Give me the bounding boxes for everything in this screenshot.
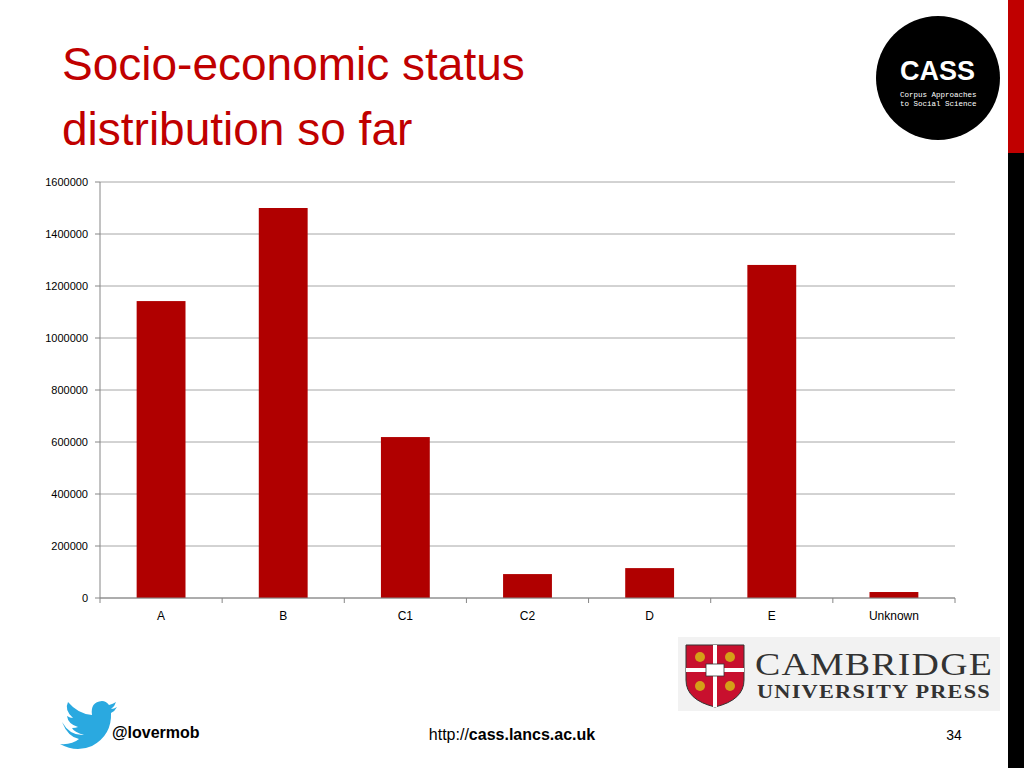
- x-tick-label: C2: [520, 609, 536, 623]
- x-tick-label: A: [157, 609, 165, 623]
- grid-line: [100, 182, 955, 183]
- slide: Socio-economic status distribution so fa…: [0, 0, 1024, 768]
- cass-logo-text: to Social Science: [900, 100, 977, 108]
- publisher-logo-bg: [678, 637, 1000, 711]
- y-tick: [95, 598, 100, 599]
- x-tick-label: D: [645, 609, 654, 623]
- x-tick: [222, 598, 223, 603]
- x-tick: [344, 598, 345, 603]
- edge-bar: [1008, 0, 1024, 153]
- footer: @lovermob http://cass.lancs.ac.uk 34: [60, 701, 962, 749]
- bar: [747, 265, 796, 598]
- y-tick-label: 1600000: [45, 176, 88, 188]
- page-number: 34: [946, 727, 962, 743]
- x-tick: [100, 598, 101, 603]
- chart: 0 200000 400000 600000 800000 1000000 1200000 1…: [45, 176, 955, 623]
- edge-bar: [1008, 153, 1024, 768]
- x-tick: [832, 598, 833, 603]
- bar: [625, 568, 674, 598]
- twitter-handle: @lovermob: [112, 724, 200, 741]
- y-tick: [95, 286, 100, 287]
- grid-line: [100, 598, 955, 599]
- y-tick-label: 800000: [51, 384, 88, 396]
- y-tick-label: 400000: [51, 488, 88, 500]
- grid-line: [100, 286, 955, 287]
- bars: [137, 208, 919, 598]
- bar: [381, 437, 430, 598]
- grid-line: [100, 546, 955, 547]
- grid-line: [100, 234, 955, 235]
- x-tick-label: B: [279, 609, 287, 623]
- grid-line: [100, 442, 955, 443]
- x-tick: [466, 598, 467, 603]
- y-axis: [100, 182, 101, 598]
- publisher-name: CAMBRIDGE: [755, 646, 993, 682]
- canvas: 0 200000 400000 600000 800000 1000000 1200000 1…: [0, 0, 1024, 768]
- y-tick-label: 1000000: [45, 332, 88, 344]
- x-axis: [100, 598, 955, 599]
- shield-book: [706, 664, 724, 676]
- grid-line: [100, 494, 955, 495]
- publisher-logo: CAMBRIDGEUNIVERSITY PRESS: [678, 637, 1000, 711]
- y-tick: [95, 182, 100, 183]
- y-tick: [95, 442, 100, 443]
- y-tick: [95, 234, 100, 235]
- y-tick-label: 600000: [51, 436, 88, 448]
- y-tick-label: 200000: [51, 540, 88, 552]
- grid-line: [100, 390, 955, 391]
- y-tick: [95, 338, 100, 339]
- grid-line: [100, 338, 955, 339]
- x-tick-label: E: [768, 609, 776, 623]
- shield-lion: [725, 652, 735, 662]
- x-tick: [955, 598, 956, 603]
- bar: [137, 301, 186, 598]
- cass-logo-text: Corpus Approaches: [900, 91, 977, 99]
- cass-logo-title: CASS: [900, 56, 975, 86]
- bar: [870, 592, 919, 598]
- y-tick-label: 1200000: [45, 280, 88, 292]
- url: http://cass.lancs.ac.uk: [429, 726, 595, 743]
- x-tick-label: C1: [398, 609, 414, 623]
- x-tick: [710, 598, 711, 603]
- y-tick: [95, 494, 100, 495]
- y-tick: [95, 546, 100, 547]
- bar: [503, 574, 552, 598]
- twitter-icon: [60, 701, 117, 749]
- shield-lion: [695, 681, 705, 691]
- shield: [686, 645, 744, 707]
- url-part: http://: [429, 726, 470, 743]
- url-part: cass.lancs.ac.uk: [469, 726, 595, 743]
- shield-lion: [725, 681, 735, 691]
- y-tick-label: 0: [82, 592, 88, 604]
- bar: [259, 208, 308, 598]
- title: Socio-economic status distribution so fa…: [62, 32, 662, 162]
- y-tick-label: 1400000: [45, 228, 88, 240]
- shield-lion: [695, 652, 705, 662]
- cass-logo-bg: [876, 16, 1000, 140]
- publisher-subtitle: UNIVERSITY PRESS: [757, 682, 991, 702]
- x-tick-label: Unknown: [869, 609, 919, 623]
- x-tick: [588, 598, 589, 603]
- y-tick: [95, 390, 100, 391]
- shield-cross: [686, 645, 744, 707]
- cass-logo: CASS Corpus Approachesto Social Science: [876, 16, 1000, 140]
